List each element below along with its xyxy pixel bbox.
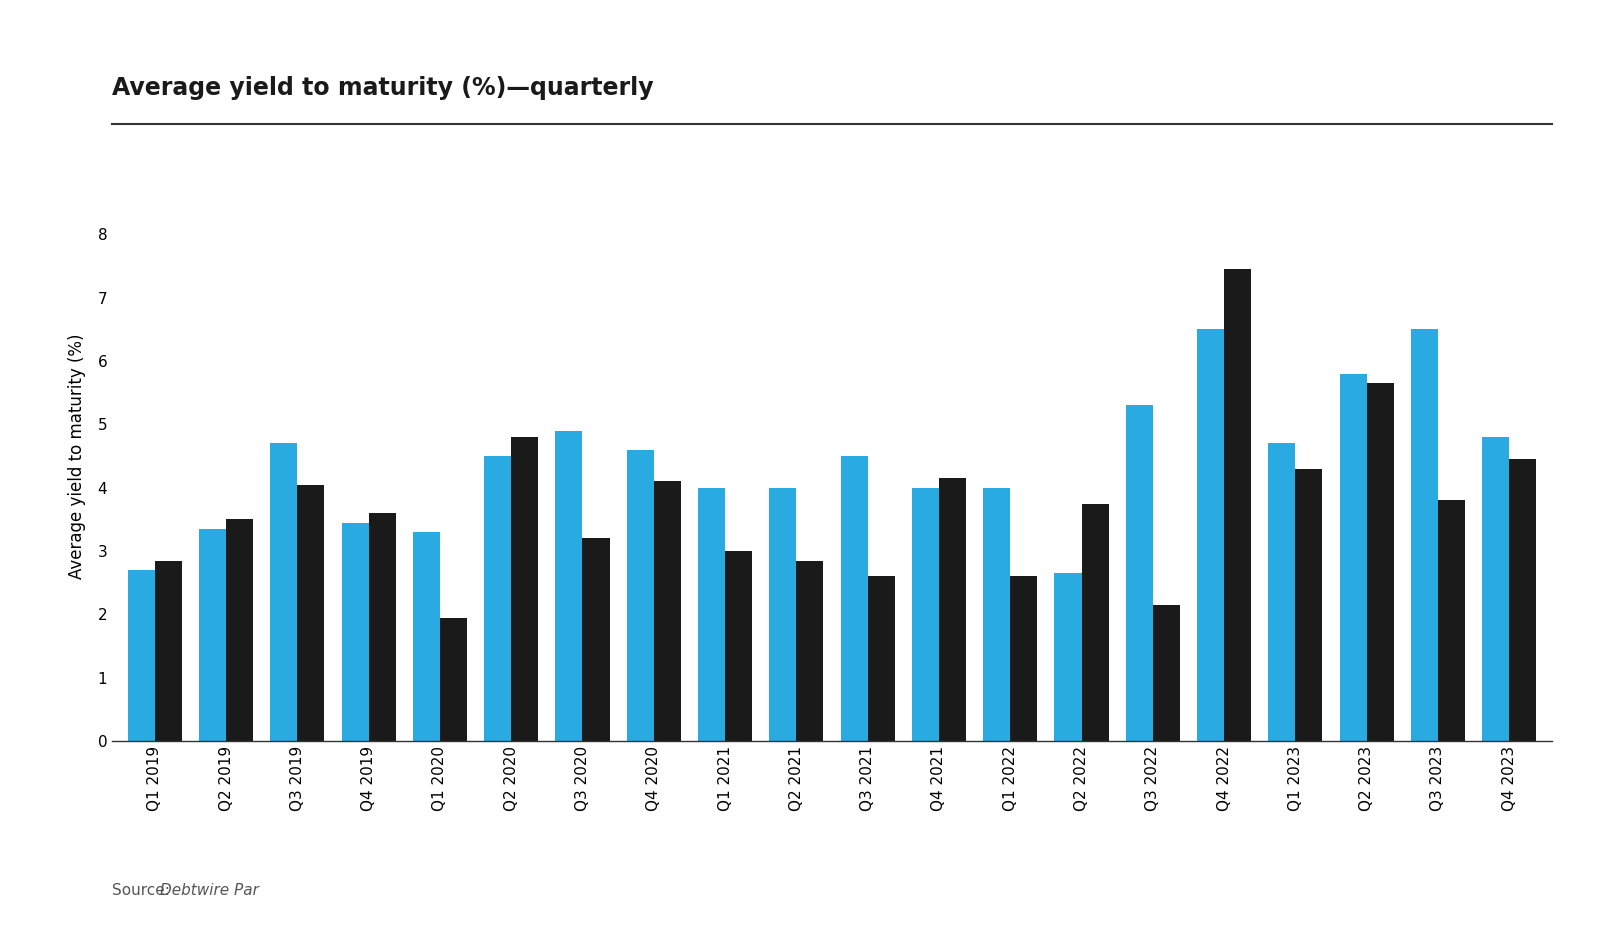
Bar xyxy=(1339,373,1366,741)
Bar xyxy=(654,482,682,741)
Bar xyxy=(341,522,368,741)
Bar xyxy=(440,618,467,741)
Bar xyxy=(270,444,298,741)
Bar xyxy=(1509,459,1536,741)
Bar xyxy=(1411,330,1438,741)
Bar xyxy=(725,551,752,741)
Bar xyxy=(298,484,325,741)
Bar xyxy=(840,456,867,741)
Bar xyxy=(413,532,440,741)
Bar xyxy=(939,478,966,741)
Bar xyxy=(512,437,538,741)
Bar xyxy=(128,570,155,741)
Text: Average yield to maturity (%)—quarterly: Average yield to maturity (%)—quarterly xyxy=(112,76,654,100)
Bar xyxy=(555,430,582,741)
Bar xyxy=(1482,437,1509,741)
Bar xyxy=(226,520,253,741)
Bar xyxy=(867,577,894,741)
Bar xyxy=(485,456,512,741)
Bar xyxy=(198,529,226,741)
Text: Debtwire Par: Debtwire Par xyxy=(160,883,259,898)
Bar xyxy=(627,449,654,741)
Bar xyxy=(1010,577,1037,741)
Bar xyxy=(582,539,610,741)
Bar xyxy=(1054,573,1082,741)
Bar xyxy=(1152,605,1179,741)
Text: Source:: Source: xyxy=(112,883,174,898)
Bar xyxy=(1296,468,1323,741)
Bar xyxy=(698,487,725,741)
Bar xyxy=(1438,501,1466,741)
Bar xyxy=(1197,330,1224,741)
Bar xyxy=(797,560,824,741)
Bar xyxy=(368,513,395,741)
Bar xyxy=(1082,504,1109,741)
Bar xyxy=(982,487,1010,741)
Bar xyxy=(1126,406,1152,741)
Bar xyxy=(770,487,797,741)
Y-axis label: Average yield to maturity (%): Average yield to maturity (%) xyxy=(69,333,86,579)
Bar xyxy=(1224,269,1251,741)
Bar xyxy=(1366,383,1394,741)
Bar xyxy=(912,487,939,741)
Bar xyxy=(1269,444,1296,741)
Bar xyxy=(155,560,182,741)
